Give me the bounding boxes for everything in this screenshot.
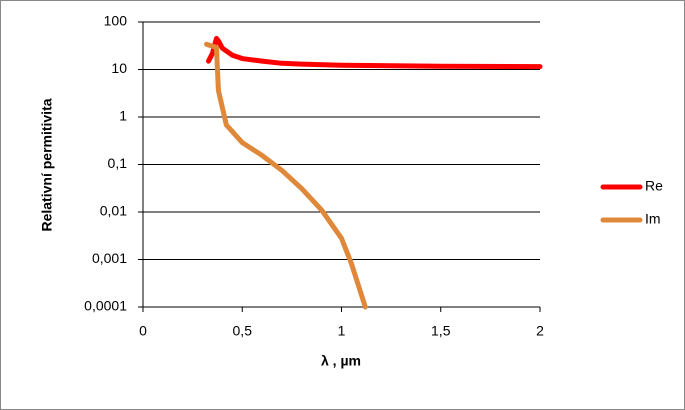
x-tick-label: 0,5 bbox=[233, 323, 253, 339]
y-tick-label: 0,01 bbox=[100, 203, 127, 219]
y-tick-label: 10 bbox=[111, 60, 127, 76]
y-tick-label: 0,0001 bbox=[84, 298, 127, 314]
x-tick-label: 1 bbox=[338, 323, 346, 339]
y-tick-label: 100 bbox=[104, 13, 128, 29]
y-axis-label: Relativní permitivita bbox=[39, 98, 55, 231]
legend-label: Re bbox=[645, 178, 663, 194]
data-line bbox=[204, 41, 368, 310]
x-axis-label: λ , µm bbox=[321, 353, 361, 369]
y-tick-label: 0,1 bbox=[108, 155, 128, 171]
y-tick-label: 0,001 bbox=[92, 250, 127, 266]
x-tick-label: 0 bbox=[139, 323, 147, 339]
data-line bbox=[206, 35, 543, 70]
x-tick-label: 2 bbox=[536, 323, 544, 339]
legend-label: Im bbox=[645, 211, 661, 227]
x-tick-label: 1,5 bbox=[431, 323, 451, 339]
y-tick-label: 1 bbox=[119, 108, 127, 124]
